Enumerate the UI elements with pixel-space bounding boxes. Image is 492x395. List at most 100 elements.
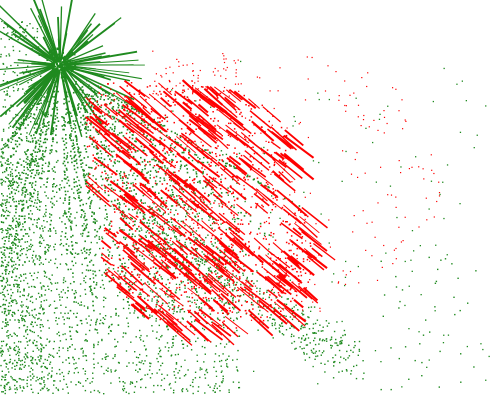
green-point <box>12 292 14 294</box>
green-point <box>312 323 315 325</box>
green-point <box>166 290 168 293</box>
green-point <box>88 84 90 86</box>
green-point <box>117 199 119 201</box>
green-point <box>156 183 158 185</box>
green-point <box>139 329 141 332</box>
green-point <box>317 330 320 332</box>
green-point <box>89 278 91 280</box>
red-streak <box>299 216 320 234</box>
green-point <box>82 385 84 387</box>
green-point <box>344 284 346 287</box>
green-point <box>4 202 7 204</box>
green-point <box>11 34 13 36</box>
red-streak <box>193 89 225 113</box>
green-point <box>242 294 245 296</box>
green-point <box>11 172 13 175</box>
green-point <box>11 31 13 34</box>
green-point <box>49 223 52 226</box>
green-point <box>24 153 27 155</box>
green-point <box>152 256 154 258</box>
green-point <box>194 215 196 218</box>
green-point <box>78 155 81 158</box>
green-point <box>32 377 34 379</box>
green-point <box>218 257 220 259</box>
green-point <box>54 230 57 232</box>
green-point <box>234 260 236 263</box>
green-point <box>314 332 316 334</box>
green-point <box>408 328 410 330</box>
green-point <box>224 279 226 281</box>
green-point <box>54 115 57 117</box>
green-point <box>319 338 321 340</box>
green-point <box>357 354 359 356</box>
green-point <box>32 369 34 371</box>
green-point <box>132 182 134 184</box>
green-point <box>329 339 332 341</box>
green-point <box>17 256 19 258</box>
green-point <box>128 289 131 292</box>
green-point <box>81 102 84 104</box>
green-point <box>28 182 31 184</box>
green-point <box>181 343 184 345</box>
green-point <box>88 102 91 105</box>
green-point <box>116 170 118 172</box>
green-point <box>182 201 184 203</box>
green-point <box>35 98 37 101</box>
green-point <box>46 122 49 124</box>
green-point <box>36 196 39 199</box>
red-point-layer <box>84 50 441 346</box>
green-point <box>159 308 161 310</box>
green-point <box>149 138 152 140</box>
red-streak <box>130 262 157 285</box>
green-point <box>167 221 169 223</box>
green-point <box>84 281 87 284</box>
green-point <box>209 216 211 219</box>
green-point <box>14 169 17 172</box>
green-point <box>23 366 25 368</box>
green-point <box>130 381 132 383</box>
green-point <box>49 245 51 247</box>
green-point <box>71 344 73 346</box>
green-point <box>136 211 138 213</box>
green-point <box>85 126 87 129</box>
green-point <box>101 358 104 360</box>
green-point <box>197 181 199 183</box>
green-point <box>49 230 52 232</box>
green-point <box>44 162 47 164</box>
green-point <box>67 218 70 220</box>
green-point <box>212 245 215 247</box>
green-point <box>225 153 228 156</box>
green-point <box>34 147 37 149</box>
green-point <box>49 304 52 306</box>
green-point <box>155 255 157 257</box>
green-point <box>56 48 59 51</box>
green-point <box>268 186 270 189</box>
green-point <box>84 354 86 357</box>
green-point <box>118 120 120 123</box>
green-point <box>2 128 5 131</box>
green-point <box>51 283 53 285</box>
green-point <box>2 265 4 267</box>
green-point <box>71 105 74 108</box>
green-point <box>17 127 19 129</box>
red-streak <box>162 158 176 169</box>
green-point <box>60 65 63 68</box>
green-point <box>176 262 178 265</box>
green-point <box>109 150 111 152</box>
green-point <box>103 372 105 375</box>
green-point <box>42 227 44 230</box>
green-point <box>189 242 192 244</box>
red-streak <box>187 214 217 238</box>
green-point <box>32 254 34 256</box>
green-point <box>26 166 28 169</box>
green-point <box>103 224 105 226</box>
green-point <box>132 185 135 187</box>
green-point <box>151 207 153 209</box>
green-point <box>4 46 6 48</box>
green-point <box>34 120 36 123</box>
green-point <box>26 112 28 114</box>
green-point <box>25 200 28 202</box>
green-point <box>44 366 47 368</box>
green-point <box>70 241 73 243</box>
green-point <box>303 347 305 349</box>
